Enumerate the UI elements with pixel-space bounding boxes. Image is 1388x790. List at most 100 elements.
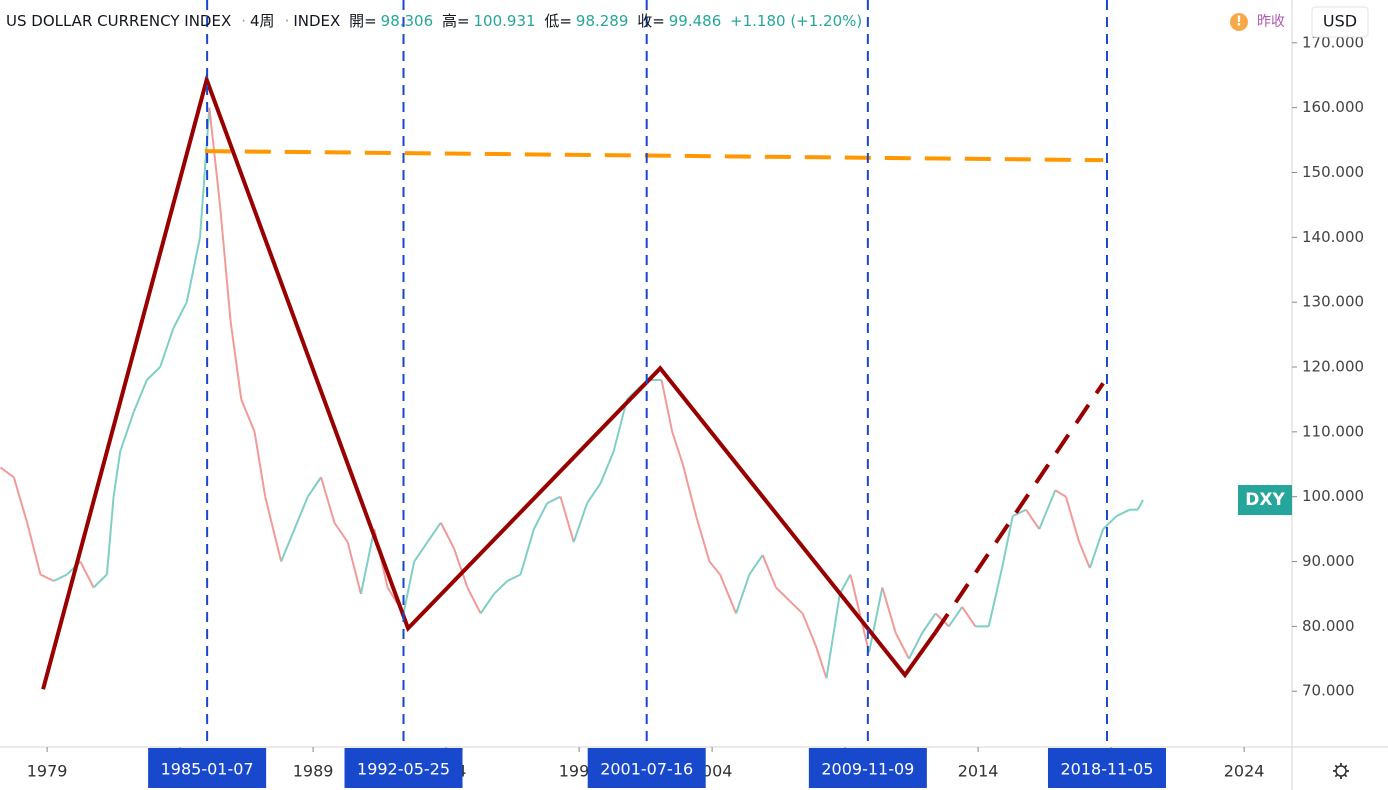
price-segment: [532, 502, 549, 530]
price-segment: [1038, 489, 1057, 530]
price-segment: [79, 561, 95, 588]
trend-projection: [933, 382, 1105, 634]
price-segment: [546, 495, 561, 505]
price-segment: [199, 107, 211, 238]
price-segment: [453, 548, 469, 588]
gear-tooth: [1334, 764, 1339, 769]
price-segment: [333, 522, 349, 543]
price-segment: [218, 204, 232, 322]
price-segment: [814, 645, 828, 679]
warning-icon: [1230, 13, 1248, 31]
price-segment: [519, 528, 535, 575]
currency-button[interactable]: [1311, 6, 1369, 38]
price-segment: [320, 476, 336, 523]
price-segment: [961, 606, 977, 627]
ohlc-label: 收=: [637, 12, 665, 30]
price-segment: [671, 431, 684, 465]
price-segment: [146, 366, 161, 381]
marker-label: 2018-11-05: [1060, 760, 1153, 779]
y-tick-label: 170.000: [1302, 33, 1364, 51]
y-tick-label: 140.000: [1302, 228, 1364, 246]
ohlc-value: 98.289: [575, 12, 629, 30]
price-segment: [426, 522, 442, 543]
y-tick-label: 130.000: [1302, 293, 1364, 311]
price-segment: [948, 606, 963, 627]
price-segment: [1102, 515, 1118, 530]
price-segment: [1136, 499, 1144, 511]
price-segment: [306, 476, 322, 498]
y-tick-label: 100.000: [1302, 487, 1364, 505]
marker-box: [587, 748, 706, 788]
price-segment: [681, 464, 698, 517]
price-segment: [479, 593, 495, 614]
price-segment: [39, 573, 55, 582]
price-segment: [825, 593, 841, 679]
price-segment: [359, 528, 376, 595]
price-segment: [921, 612, 937, 634]
price-segment: [660, 379, 674, 433]
currency-label[interactable]: USD: [1323, 12, 1357, 31]
x-tick-label: 1989: [293, 762, 334, 781]
price-segment: [1088, 528, 1105, 569]
y-tick-label: 110.000: [1302, 422, 1364, 440]
prev-close: 昨收: [1257, 14, 1285, 30]
price-segment: [719, 574, 737, 614]
marker-label: 2009-11-09: [821, 760, 914, 779]
price-segment: [559, 496, 575, 543]
price-segment: [599, 450, 615, 485]
price-segment: [240, 399, 256, 433]
price-segment: [346, 541, 362, 595]
price-segment: [53, 573, 68, 582]
price-segment: [1025, 509, 1041, 530]
price-segment: [1064, 496, 1081, 543]
price-segment: [1012, 508, 1027, 518]
price-segment: [253, 431, 267, 497]
marker-label: 1985-01-07: [161, 760, 254, 779]
price-segment: [229, 321, 243, 400]
trend-line: [41, 73, 938, 690]
gear-ring: [1335, 765, 1347, 777]
y-tick-label: 150.000: [1302, 163, 1364, 181]
marker-box: [808, 748, 927, 788]
interval[interactable]: 4周: [250, 12, 275, 30]
price-label-box: [1238, 485, 1292, 516]
marker-box: [148, 748, 267, 788]
exchange: INDEX: [293, 12, 341, 30]
price-segment: [402, 561, 416, 614]
price-segment: [466, 587, 482, 614]
price-segment: [280, 528, 296, 562]
price-segment: [439, 522, 455, 550]
price-segment: [1115, 508, 1131, 518]
y-tick-label: 70.000: [1302, 682, 1355, 700]
y-tick-label: 90.000: [1302, 552, 1355, 570]
change: +1.180 (+1.20%): [730, 12, 863, 30]
ohlc-label: 低=: [544, 12, 572, 30]
gear-tooth: [1343, 773, 1348, 778]
price-segment: [881, 587, 897, 634]
price-segment: [849, 574, 871, 653]
settings-gear[interactable]: [1333, 763, 1349, 779]
price-segment: [1054, 489, 1067, 498]
price-segment: [208, 107, 221, 206]
price-segment: [908, 632, 924, 660]
price-segment: [572, 502, 589, 543]
price-segment: [506, 573, 522, 582]
ohlc-label: 高=: [441, 12, 470, 30]
price-segment: [12, 476, 29, 523]
symbol-title[interactable]: US DOLLAR CURRENCY INDEX: [6, 12, 232, 30]
price-segment: [264, 496, 283, 562]
price-segment: [26, 522, 42, 575]
ohlc-value: 99.486: [668, 12, 722, 30]
price-segment: [1001, 515, 1014, 569]
price-segment: [801, 613, 817, 647]
price-segment: [1078, 541, 1091, 569]
ohlc-value: 100.931: [473, 12, 536, 30]
price-segment: [172, 301, 188, 329]
price-segment: [413, 541, 429, 563]
price-segment: [868, 587, 884, 653]
price-segment: [894, 632, 910, 660]
price-segment: [159, 327, 175, 368]
warning-mark: !: [1236, 15, 1242, 30]
gear-tooth: [1334, 773, 1339, 778]
